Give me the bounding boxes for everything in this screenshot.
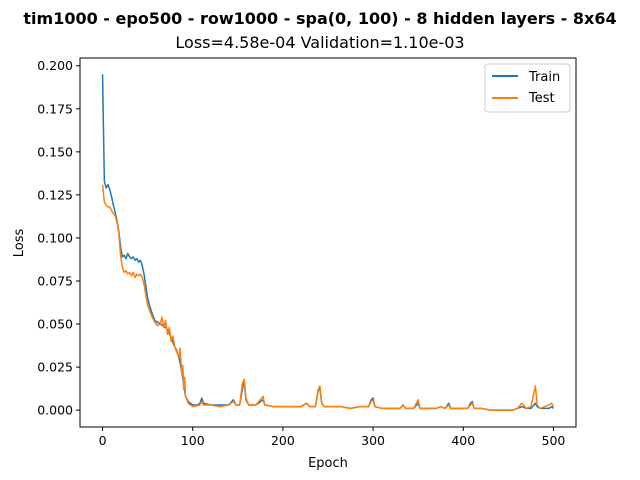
series-line-test — [101, 184, 555, 411]
y-tick-label: 0.125 — [37, 187, 73, 202]
chart-subtitle: Loss=4.58e-04 Validation=1.10e-03 — [175, 33, 464, 52]
y-tick-label: 0.050 — [37, 317, 73, 332]
y-axis: 0.000 0.025 0.050 0.075 0.100 0.125 0.150 0.175… — [37, 58, 80, 418]
y-tick-label: 0.025 — [37, 360, 73, 375]
x-tick-label: 0 — [99, 433, 107, 448]
y-tick-label: 0.100 — [37, 230, 73, 245]
legend: Train Test — [484, 63, 571, 113]
y-tick-label: 0.200 — [37, 58, 73, 73]
x-tick-label: 400 — [451, 433, 475, 448]
y-tick-label: 0.000 — [37, 403, 73, 418]
plot-series — [101, 74, 555, 411]
x-tick-label: 100 — [181, 433, 205, 448]
x-tick-label: 200 — [271, 433, 295, 448]
x-axis-label: Epoch — [308, 456, 348, 471]
plot-frame — [79, 57, 577, 428]
x-tick-label: 300 — [361, 433, 385, 448]
legend-train-label: Train — [528, 70, 560, 85]
chart-title: tim1000 - epo500 - row1000 - spa(0, 100)… — [23, 9, 616, 28]
y-tick-label: 0.075 — [37, 273, 73, 288]
y-tick-label: 0.150 — [37, 144, 73, 159]
y-tick-label: 0.175 — [37, 101, 73, 116]
legend-test-label: Test — [528, 91, 555, 106]
x-tick-label: 500 — [542, 433, 566, 448]
y-axis-label: Loss — [12, 229, 27, 258]
series-line-train — [101, 74, 554, 411]
x-axis: 0 100 200 300 400 500 — [99, 427, 566, 448]
